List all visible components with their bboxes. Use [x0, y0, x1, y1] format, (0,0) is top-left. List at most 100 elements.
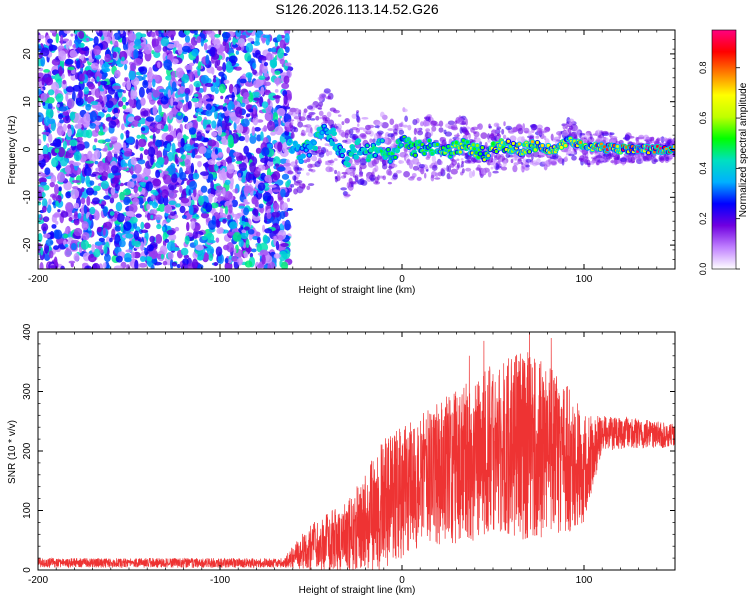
noise-blob — [229, 221, 238, 230]
noise-blob — [255, 147, 262, 154]
noise-blob — [93, 36, 99, 46]
halo-blob — [412, 165, 419, 171]
noise-blob — [161, 226, 166, 232]
noise-blob — [225, 61, 232, 71]
noise-blob — [85, 160, 95, 164]
halo-blob — [589, 133, 593, 140]
noise-blob — [205, 54, 210, 65]
noise-blob — [232, 37, 237, 46]
noise-blob — [58, 50, 67, 62]
signal-core — [354, 155, 358, 159]
noise-blob — [284, 62, 292, 67]
halo-blob — [318, 101, 324, 107]
noise-blob — [104, 221, 113, 230]
noise-blob — [62, 111, 69, 116]
halo-blob — [492, 170, 499, 174]
halo-blob — [545, 127, 550, 132]
noise-blob — [271, 211, 281, 218]
signal-core — [478, 152, 482, 156]
noise-blob — [175, 67, 184, 79]
halo-blob — [327, 95, 331, 100]
noise-blob — [239, 221, 247, 226]
noise-blob — [42, 144, 49, 156]
colorbar-ticks: 0.00.20.40.60.8 — [698, 61, 740, 275]
halo-blob — [417, 130, 424, 136]
noise-blob — [284, 33, 290, 43]
halo-blob — [425, 116, 430, 122]
spectrogram-y-tick-label: 20 — [22, 48, 33, 60]
noise-blob — [85, 37, 90, 42]
halo-blob — [327, 159, 335, 164]
halo-blob — [541, 161, 550, 165]
noise-blob — [171, 81, 177, 92]
noise-blob — [43, 69, 50, 73]
noise-blob — [62, 140, 67, 150]
noise-blob — [109, 211, 115, 216]
noise-blob — [39, 262, 44, 269]
noise-blob — [85, 129, 93, 139]
noise-blob — [134, 259, 139, 269]
halo-blob — [398, 129, 405, 135]
noise-blob — [188, 173, 195, 181]
noise-blob — [86, 195, 91, 207]
noise-blob — [68, 217, 73, 222]
halo-blob — [372, 138, 376, 143]
noise-blob — [191, 97, 200, 103]
noise-blob — [130, 216, 138, 224]
halo-blob — [398, 159, 402, 164]
halo-blob — [359, 132, 367, 138]
halo-blob — [402, 108, 408, 113]
halo-blob — [479, 141, 483, 146]
noise-blob — [93, 149, 101, 160]
halo-blob — [438, 127, 444, 133]
halo-blob — [303, 159, 308, 164]
halo-blob — [306, 185, 311, 191]
noise-blob — [195, 112, 199, 117]
noise-blob — [266, 212, 272, 220]
noise-blob — [120, 159, 126, 168]
noise-blob — [214, 148, 219, 155]
noise-blob — [85, 164, 89, 169]
noise-blob — [168, 123, 172, 132]
noise-blob — [276, 108, 286, 117]
halo-blob — [582, 156, 589, 163]
noise-blob — [47, 133, 53, 143]
halo-blob — [308, 111, 316, 115]
noise-blob — [125, 233, 134, 239]
halo-blob — [393, 172, 398, 178]
noise-blob — [175, 158, 179, 165]
noise-blob — [96, 226, 102, 233]
noise-blob — [119, 166, 127, 171]
halo-blob — [520, 162, 524, 165]
halo-blob — [513, 162, 519, 166]
noise-blob — [192, 172, 200, 180]
noise-blob — [171, 142, 176, 154]
halo-blob — [391, 138, 396, 142]
signal-core — [602, 145, 607, 149]
noise-blob — [65, 191, 72, 199]
colorbar-tick-label: 0.6 — [698, 112, 708, 125]
noise-blob — [103, 206, 108, 217]
noise-blob — [81, 232, 90, 241]
noise-blob — [99, 88, 105, 92]
noise-blob — [258, 75, 266, 81]
noise-blob — [200, 185, 208, 193]
noise-blob — [48, 265, 58, 269]
noise-blob — [251, 196, 258, 205]
halo-blob — [297, 121, 304, 128]
halo-blob — [374, 125, 380, 129]
noise-blob — [85, 175, 90, 185]
colorbar-gradient — [712, 30, 736, 269]
noise-blob — [162, 51, 168, 62]
signal-core — [540, 143, 545, 148]
halo-blob — [355, 111, 359, 118]
halo-blob — [352, 168, 356, 176]
halo-blob — [349, 133, 356, 139]
noise-blob — [73, 227, 83, 237]
spectrogram-y-tick-label: -20 — [22, 237, 33, 252]
noise-blob — [184, 35, 191, 44]
halo-blob — [610, 160, 615, 164]
noise-blob — [102, 30, 108, 38]
noise-blob — [120, 223, 124, 233]
halo-blob — [322, 120, 330, 124]
